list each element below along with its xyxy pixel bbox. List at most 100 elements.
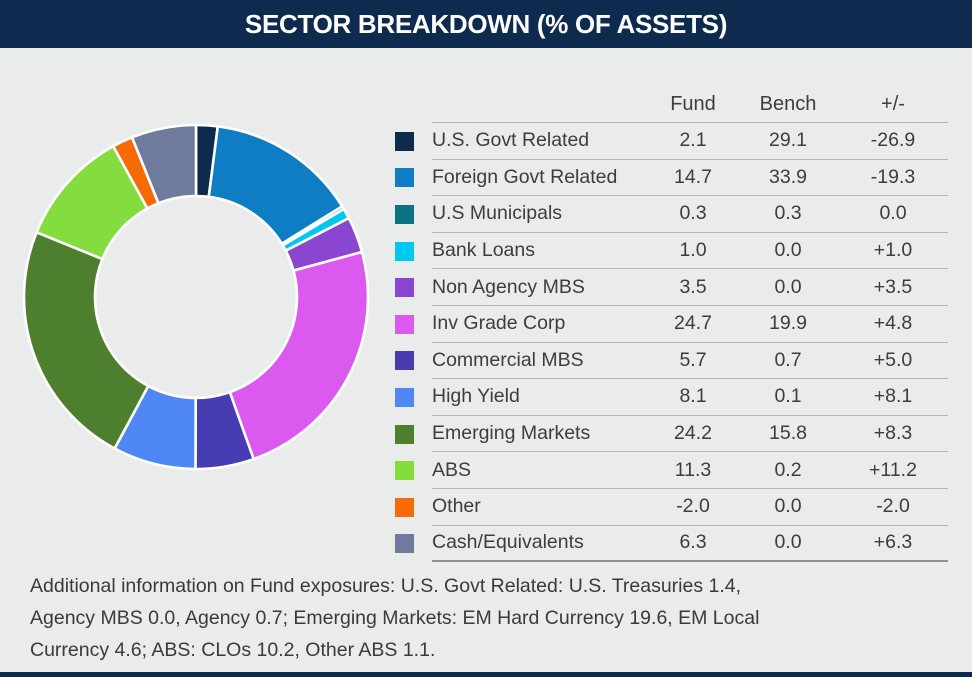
footnote-line-3: Currency 4.6; ABS: CLOs 10.2, Other ABS … <box>30 639 436 661</box>
title-bar: SECTOR BREAKDOWN (% OF ASSETS) <box>0 0 972 48</box>
table-row: Inv Grade Corp 24.7 19.9 +4.8 <box>395 306 948 343</box>
bench-value: 29.1 <box>738 123 838 160</box>
fund-value: 6.3 <box>648 526 738 563</box>
diff-value: 0.0 <box>838 196 948 233</box>
diff-value: +3.5 <box>838 269 948 306</box>
footnote-line-1: Additional information on Fund exposures… <box>30 575 742 597</box>
header-swatch-spacer <box>395 86 432 123</box>
fund-value: 14.7 <box>648 160 738 197</box>
bench-value: 0.0 <box>738 526 838 563</box>
sector-label: U.S Municipals <box>432 196 648 233</box>
swatch-cell <box>395 196 432 233</box>
legend-swatch <box>395 497 414 517</box>
diff-value: +5.0 <box>838 343 948 380</box>
table-row: ABS 11.3 0.2 +11.2 <box>395 452 948 489</box>
col-header-bench: Bench <box>738 86 838 123</box>
swatch-cell <box>395 489 432 526</box>
diff-value: -2.0 <box>838 489 948 526</box>
legend-swatch <box>395 424 414 444</box>
swatch-cell <box>395 269 432 306</box>
fund-value: 0.3 <box>648 196 738 233</box>
bench-value: 33.9 <box>738 160 838 197</box>
legend-swatch <box>395 351 414 371</box>
diff-value: +8.1 <box>838 379 948 416</box>
swatch-cell <box>395 416 432 453</box>
diff-value: +6.3 <box>838 526 948 563</box>
fund-value: -2.0 <box>648 489 738 526</box>
swatch-cell <box>395 123 432 160</box>
swatch-cell <box>395 233 432 270</box>
diff-value: -26.9 <box>838 123 948 160</box>
bench-value: 0.3 <box>738 196 838 233</box>
footnote: Additional information on Fund exposures… <box>30 570 955 666</box>
table-row: Other -2.0 0.0 -2.0 <box>395 489 948 526</box>
table-row: High Yield 8.1 0.1 +8.1 <box>395 379 948 416</box>
legend-swatch <box>395 534 414 554</box>
legend-swatch <box>395 131 414 151</box>
swatch-cell <box>395 306 432 343</box>
fund-value: 24.2 <box>648 416 738 453</box>
footnote-line-2: Agency MBS 0.0, Agency 0.7; Emerging Mar… <box>30 607 760 629</box>
sector-label: ABS <box>432 452 648 489</box>
sector-label: Emerging Markets <box>432 416 648 453</box>
sector-label: U.S. Govt Related <box>432 123 648 160</box>
diff-value: +1.0 <box>838 233 948 270</box>
sector-label: High Yield <box>432 379 648 416</box>
fund-value: 5.7 <box>648 343 738 380</box>
legend-swatch <box>395 461 414 481</box>
legend-swatch <box>395 204 414 224</box>
table-row: Cash/Equivalents 6.3 0.0 +6.3 <box>395 526 948 563</box>
table-row: U.S Municipals 0.3 0.3 0.0 <box>395 196 948 233</box>
table-row: Foreign Govt Related 14.7 33.9 -19.3 <box>395 160 948 197</box>
swatch-cell <box>395 526 432 563</box>
swatch-cell <box>395 343 432 380</box>
col-header-diff: +/- <box>838 86 948 123</box>
table-row: U.S. Govt Related 2.1 29.1 -26.9 <box>395 123 948 160</box>
legend-swatch <box>395 278 414 298</box>
legend-swatch <box>395 241 414 261</box>
donut-slice <box>130 123 198 205</box>
table-row: Non Agency MBS 3.5 0.0 +3.5 <box>395 269 948 306</box>
sector-label: Foreign Govt Related <box>432 160 648 197</box>
col-header-fund: Fund <box>648 86 738 123</box>
legend-swatch <box>395 387 414 407</box>
bench-value: 0.7 <box>738 343 838 380</box>
fund-value: 8.1 <box>648 379 738 416</box>
donut-slice <box>22 230 150 451</box>
diff-value: +8.3 <box>838 416 948 453</box>
bottom-rule <box>0 672 972 677</box>
swatch-cell <box>395 452 432 489</box>
page-title: SECTOR BREAKDOWN (% OF ASSETS) <box>244 8 728 39</box>
sector-label: Other <box>432 489 648 526</box>
legend-swatch <box>395 168 414 188</box>
fund-value: 3.5 <box>648 269 738 306</box>
bench-value: 0.2 <box>738 452 838 489</box>
diff-value: +11.2 <box>838 452 948 489</box>
bench-value: 0.1 <box>738 379 838 416</box>
swatch-cell <box>395 379 432 416</box>
table-row: Commercial MBS 5.7 0.7 +5.0 <box>395 343 948 380</box>
diff-value: -19.3 <box>838 160 948 197</box>
fund-value: 2.1 <box>648 123 738 160</box>
bench-value: 19.9 <box>738 306 838 343</box>
fund-value: 1.0 <box>648 233 738 270</box>
header-label-spacer <box>432 86 648 123</box>
legend-swatch <box>395 314 414 334</box>
table-row: Bank Loans 1.0 0.0 +1.0 <box>395 233 948 270</box>
sector-table-body: U.S. Govt Related 2.1 29.1 -26.9 Foreign… <box>395 123 948 563</box>
bench-value: 15.8 <box>738 416 838 453</box>
fund-value: 11.3 <box>648 452 738 489</box>
sector-table: Fund Bench +/- U.S. Govt Related 2.1 29.… <box>395 86 948 563</box>
bench-value: 0.0 <box>738 233 838 270</box>
swatch-cell <box>395 160 432 197</box>
sector-label: Cash/Equivalents <box>432 526 648 563</box>
table-row: Emerging Markets 24.2 15.8 +8.3 <box>395 416 948 453</box>
fund-value: 24.7 <box>648 306 738 343</box>
sector-label: Inv Grade Corp <box>432 306 648 343</box>
donut-chart <box>22 123 370 471</box>
bench-value: 0.0 <box>738 489 838 526</box>
donut-slice <box>228 250 370 461</box>
table-header-row: Fund Bench +/- <box>395 86 948 123</box>
sector-label: Commercial MBS <box>432 343 648 380</box>
